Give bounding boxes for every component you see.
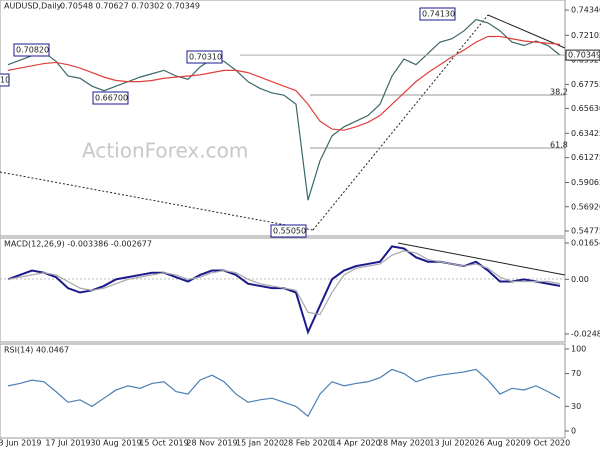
price-panel xyxy=(0,0,566,237)
y-tick-label: 0.59065 xyxy=(571,178,600,187)
price-annotation-box xyxy=(186,50,223,64)
trendline xyxy=(487,14,566,49)
x-tick-label: 15 Jan 2020 xyxy=(236,439,284,448)
y-tick-label: 30 xyxy=(571,402,581,411)
price-annotation: 0.70820 xyxy=(16,46,49,55)
y-tick-label: 0 xyxy=(571,427,576,436)
last-price-box xyxy=(565,49,600,61)
price-annotation: 10 xyxy=(0,76,10,85)
header-ohlc: 0.70548 0.70627 0.70302 0.70349 xyxy=(60,2,200,11)
x-tick-label: 17 Jul 2019 xyxy=(45,439,90,448)
y-tick-label: -0.02486 xyxy=(571,329,600,338)
y-tick-label: 0.67755 xyxy=(571,80,600,89)
price-annotation: 0.74130 xyxy=(422,10,455,19)
price-annotation: 0.70310 xyxy=(189,53,222,62)
price-annotation-box xyxy=(92,91,129,105)
x-tick-label: 9 Oct 2020 xyxy=(526,439,570,448)
y-tick-label: 0.54775 xyxy=(571,226,600,235)
series-line xyxy=(7,250,561,316)
x-tick-label: 14 Apr 2020 xyxy=(331,439,380,448)
trendline xyxy=(0,171,314,231)
series-line xyxy=(7,245,561,335)
series-line xyxy=(7,368,561,418)
price-annotation-box xyxy=(419,7,456,21)
series-line xyxy=(7,35,561,131)
x-tick-label: 30 Aug 2019 xyxy=(90,439,141,448)
fib-label: 61.8 xyxy=(550,141,568,150)
macd-title: MACD(12,26,9) -0.003386 -0.002677 xyxy=(4,240,152,249)
x-tick-label: 13 Jul 2020 xyxy=(429,439,474,448)
y-tick-label: 70 xyxy=(571,369,581,378)
trendline xyxy=(312,14,489,231)
price-annotation: 0.55050 xyxy=(273,227,306,236)
price-annotation-box xyxy=(13,43,50,57)
price-annotation-box xyxy=(270,224,307,238)
macd-panel xyxy=(0,237,566,343)
x-tick-label: 3 Jun 2019 xyxy=(0,439,42,448)
header-symbol: AUDUSD,Daily xyxy=(4,2,62,11)
price-annotation-box xyxy=(0,73,10,87)
y-tick-label: 0.63425 xyxy=(571,129,600,138)
price-annotation: 0.66700 xyxy=(95,94,128,103)
y-tick-label: 0.01654 xyxy=(571,238,600,247)
fib-label: 38.2 xyxy=(550,88,568,97)
rsi-panel xyxy=(0,343,566,439)
x-tick-label: 15 Oct 2019 xyxy=(139,439,188,448)
y-tick-label: 0.00 xyxy=(571,275,589,284)
last-price-label: 0.70349 xyxy=(568,51,600,60)
y-tick-label: 0.61275 xyxy=(571,153,600,162)
y-tick-label: 100 xyxy=(571,344,586,353)
x-tick-label: 28 May 2020 xyxy=(378,439,430,448)
trendline xyxy=(397,242,566,276)
x-tick-label: 28 Feb 2020 xyxy=(283,439,333,448)
x-tick-label: 26 Aug 2020 xyxy=(474,439,525,448)
x-tick-label: 28 Nov 2019 xyxy=(186,439,237,448)
rsi-title: RSI(14) 40.0467 xyxy=(4,346,69,355)
series-line xyxy=(7,18,561,201)
y-tick-label: 0.72105 xyxy=(571,31,600,40)
watermark: ActionForex.com xyxy=(82,139,248,163)
